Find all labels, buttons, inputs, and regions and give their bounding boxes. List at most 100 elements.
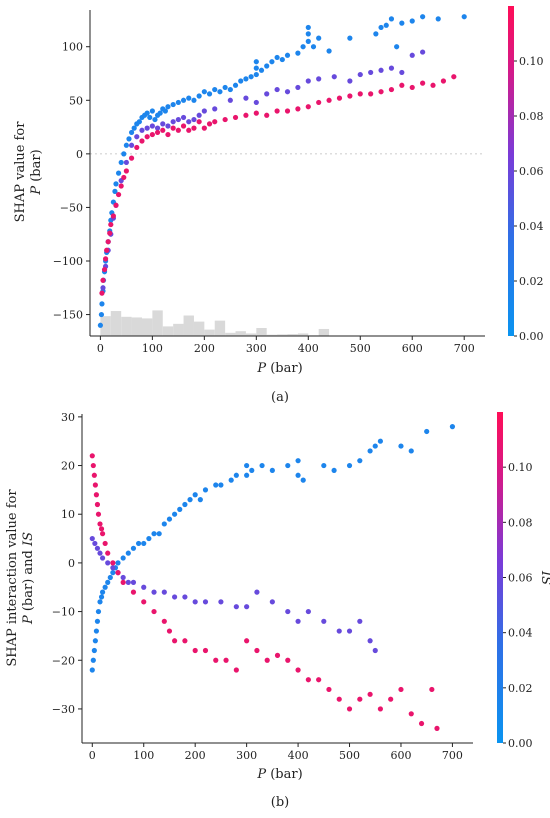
scatter-point: [197, 497, 203, 503]
scatter-point: [99, 531, 106, 537]
scatter-point: [182, 594, 188, 600]
scatter-point: [227, 97, 233, 103]
scatter-point: [377, 706, 383, 712]
panel-a-xticks: 0 100 200 300 400 500 600 700: [97, 336, 475, 355]
scatter-point: [440, 78, 447, 84]
x-tick-label: 200: [194, 342, 215, 355]
colorbar-tick-label: 0.08: [519, 110, 544, 123]
scatter-point: [152, 116, 158, 123]
scatter-point: [130, 589, 137, 595]
colorbar-tick-label: 0.10: [519, 55, 544, 68]
histogram-bar: [162, 326, 174, 336]
scatter-point: [253, 71, 259, 78]
scatter-point: [258, 67, 265, 73]
scatter-point: [279, 56, 285, 63]
scatter-point: [95, 608, 102, 615]
scatter-point: [156, 531, 162, 537]
panel-b-colorbar-label: IS: [538, 570, 550, 585]
histogram-bar: [193, 321, 205, 336]
x-tick-label: 700: [442, 749, 463, 762]
histogram-bar: [297, 333, 309, 336]
scatter-point: [192, 599, 198, 605]
scatter-point: [112, 188, 118, 194]
scatter-point: [295, 50, 301, 56]
scatter-point: [346, 628, 353, 634]
scatter-point: [126, 136, 132, 142]
scatter-point: [115, 570, 121, 576]
scatter-point: [398, 443, 404, 449]
x-tick-label: 600: [402, 342, 423, 355]
scatter-point: [357, 618, 363, 624]
scatter-point: [94, 501, 101, 508]
scatter-point: [128, 155, 135, 161]
scatter-point: [244, 604, 250, 610]
panel-a-ylabel-line1: SHAP value for: [13, 121, 28, 223]
scatter-point: [253, 99, 259, 106]
scatter-point: [192, 647, 198, 654]
scatter-point: [213, 482, 219, 488]
scatter-point: [316, 76, 322, 82]
scatter-point: [367, 638, 373, 644]
scatter-point: [305, 78, 311, 84]
scatter-point: [232, 114, 239, 121]
scatter-point: [378, 67, 384, 73]
colorbar-tick-label: 0.04: [508, 627, 533, 640]
panel-a: 0 100 200 300 400 500 600 700 −150 −100 −50 0 50 100…: [13, 6, 544, 405]
scatter-point: [331, 467, 337, 474]
histogram-bar: [287, 334, 298, 336]
scatter-point: [128, 142, 135, 148]
scatter-point: [170, 119, 176, 125]
y-tick-label: −100: [53, 255, 83, 268]
scatter-point: [274, 54, 280, 61]
scatter-point: [110, 213, 116, 219]
scatter-point: [149, 108, 155, 114]
scatter-point: [248, 74, 254, 80]
scatter-point: [223, 657, 229, 663]
x-tick-label: 0: [89, 749, 96, 762]
scatter-point: [232, 82, 239, 88]
scatter-point: [295, 472, 301, 478]
scatter-point: [90, 462, 96, 469]
panel-b-label: (b): [271, 795, 289, 810]
colorbar-tick-label: 0.04: [519, 220, 544, 233]
scatter-point: [108, 221, 114, 228]
histogram-bar: [225, 332, 236, 336]
scatter-point: [218, 599, 224, 605]
scatter-point: [420, 14, 426, 20]
scatter-point: [130, 545, 137, 551]
scatter-point: [191, 97, 197, 103]
scatter-point: [212, 86, 218, 93]
scatter-point: [201, 125, 207, 131]
scatter-point: [253, 110, 259, 116]
scatter-point: [105, 550, 111, 556]
scatter-point: [177, 506, 183, 512]
scatter-point: [93, 492, 100, 498]
scatter-point: [264, 63, 270, 69]
scatter-point: [264, 91, 270, 97]
scatter-point: [367, 691, 373, 697]
panel-a-plot: [90, 14, 485, 336]
scatter-point: [98, 311, 105, 318]
histogram-bar: [183, 315, 194, 336]
scatter-point: [104, 247, 110, 253]
scatter-point: [151, 608, 157, 615]
scatter-point: [144, 125, 150, 131]
histogram-bar: [100, 316, 111, 336]
scatter-point: [244, 462, 250, 469]
scatter-point: [102, 256, 109, 262]
scatter-point: [110, 565, 116, 571]
scatter-point: [130, 579, 137, 585]
x-tick-label: 100: [133, 749, 154, 762]
scatter-point: [146, 535, 152, 542]
scatter-point: [125, 550, 131, 556]
histogram-bar: [152, 310, 163, 336]
scatter-point: [368, 91, 374, 97]
panel-a-ylabel-line2: P (bar): [29, 149, 44, 195]
scatter-point: [274, 652, 281, 658]
scatter-point: [102, 540, 108, 547]
scatter-point: [113, 202, 119, 208]
scatter-point: [191, 116, 197, 123]
colorbar-tick-label: 0.00: [508, 737, 533, 750]
x-tick-label: 500: [350, 342, 371, 355]
scatter-point: [151, 589, 157, 595]
